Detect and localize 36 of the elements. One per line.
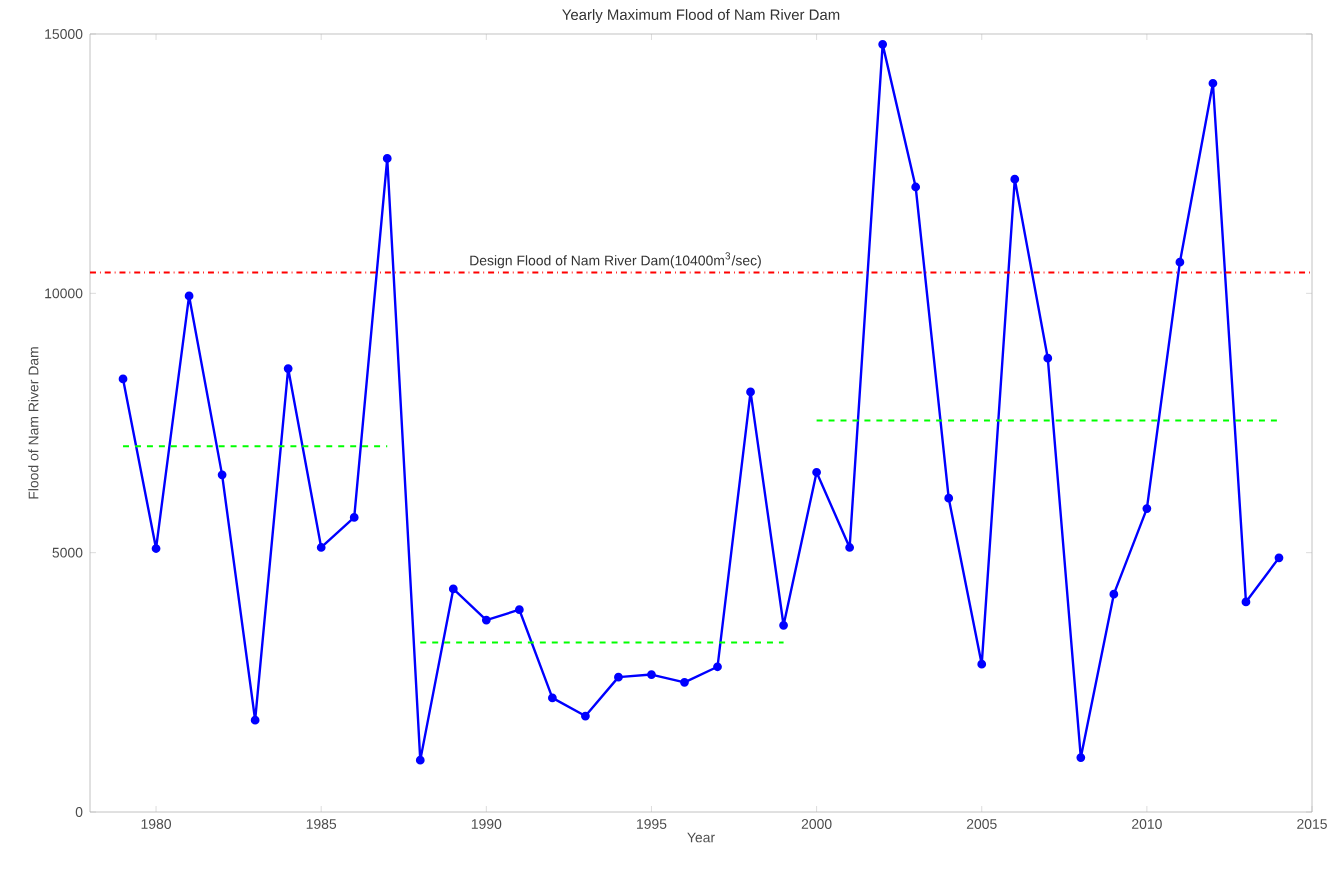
- point: [812, 467, 821, 477]
- point: [944, 493, 954, 503]
- point: [151, 544, 161, 553]
- point: [911, 182, 921, 192]
- point: [845, 543, 855, 552]
- point: [1109, 589, 1119, 599]
- point: [184, 291, 194, 301]
- point: [779, 620, 788, 630]
- point: [217, 470, 227, 480]
- point: [1241, 597, 1251, 607]
- point: [647, 670, 656, 679]
- point: [614, 672, 623, 682]
- point: [1010, 174, 1020, 184]
- point: [514, 605, 524, 615]
- point: [746, 387, 755, 397]
- point: [548, 693, 557, 703]
- point: [382, 154, 392, 163]
- point: [1076, 753, 1086, 762]
- point: [118, 374, 128, 384]
- point: [250, 715, 260, 725]
- point: [415, 755, 425, 765]
- point: [1208, 78, 1218, 88]
- point: [878, 39, 888, 49]
- point: [1175, 257, 1185, 267]
- point: [1043, 353, 1053, 363]
- point: [316, 543, 326, 552]
- point: [481, 615, 491, 625]
- point: [283, 364, 293, 373]
- point: [349, 513, 359, 522]
- point: [1142, 504, 1152, 513]
- point: [680, 677, 689, 687]
- point: [1274, 553, 1284, 563]
- point: [713, 662, 722, 672]
- point: [448, 584, 458, 594]
- point: [977, 659, 987, 669]
- point: [581, 711, 590, 721]
